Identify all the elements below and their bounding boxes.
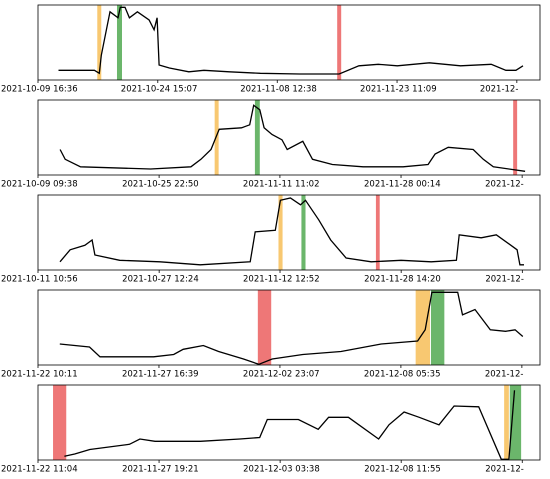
axes-frame <box>37 194 541 271</box>
axes-frame <box>37 4 541 81</box>
band <box>278 195 283 270</box>
x-tick-label: 2021-11-11 11:02 <box>243 180 320 190</box>
band <box>214 100 219 175</box>
band <box>337 5 342 80</box>
band <box>301 195 306 270</box>
x-tick-label: 2021-11-27 16:39 <box>122 370 199 380</box>
x-tick-label: 2021-12- <box>485 275 524 285</box>
x-tick-label: 2021-11-22 10:11 <box>1 370 78 380</box>
x-tick-label: 2021-12-03 03:38 <box>243 465 320 475</box>
x-tick-label: 2021-11-08 12:38 <box>240 85 317 95</box>
x-tick-label: 2021-11-28 00:14 <box>364 180 441 190</box>
band <box>415 290 430 365</box>
x-tick-label: 2021-11-27 19:21 <box>122 465 199 475</box>
x-tick-label: 2021-10-09 09:38 <box>1 180 78 190</box>
x-tick-label: 2021-12- <box>485 465 524 475</box>
x-tick-label: 2021-11-22 11:04 <box>1 465 78 475</box>
x-tick-label: 2021-11-28 14:20 <box>364 275 441 285</box>
band <box>53 385 67 460</box>
x-tick-label: 2021-12- <box>485 180 524 190</box>
band <box>257 290 272 365</box>
band <box>254 100 260 175</box>
axes-frame <box>37 99 541 176</box>
band <box>509 385 522 460</box>
line <box>59 104 526 172</box>
x-tick-label: 2021-10-24 15:07 <box>121 85 198 95</box>
x-tick-label: 2021-12-08 05:35 <box>364 370 441 380</box>
line <box>58 6 524 75</box>
x-tick-label: 2021-12-02 23:07 <box>243 370 320 380</box>
band <box>513 100 518 175</box>
line <box>64 390 516 460</box>
band <box>375 195 380 270</box>
band <box>97 5 102 80</box>
x-tick-label: 2021-12-08 11:55 <box>364 465 441 475</box>
axes-frame <box>37 384 541 461</box>
axes-frame <box>37 289 541 366</box>
x-tick-label: 2021-11-23 11:09 <box>360 85 437 95</box>
band <box>504 385 509 460</box>
x-tick-label: 2021-10-27 12:24 <box>122 275 199 285</box>
x-tick-label: 2021-11-12 12:52 <box>243 275 320 285</box>
band <box>116 5 123 80</box>
line <box>59 291 524 365</box>
x-tick-label: 2021-12- <box>480 85 519 95</box>
x-tick-label: 2021-10-25 22:50 <box>122 180 199 190</box>
band <box>430 290 445 365</box>
x-tick-label: 2021-12- <box>485 370 524 380</box>
line <box>59 197 524 266</box>
x-tick-label: 2021-10-09 16:36 <box>1 85 78 95</box>
x-tick-label: 2021-10-11 10:56 <box>1 275 78 285</box>
